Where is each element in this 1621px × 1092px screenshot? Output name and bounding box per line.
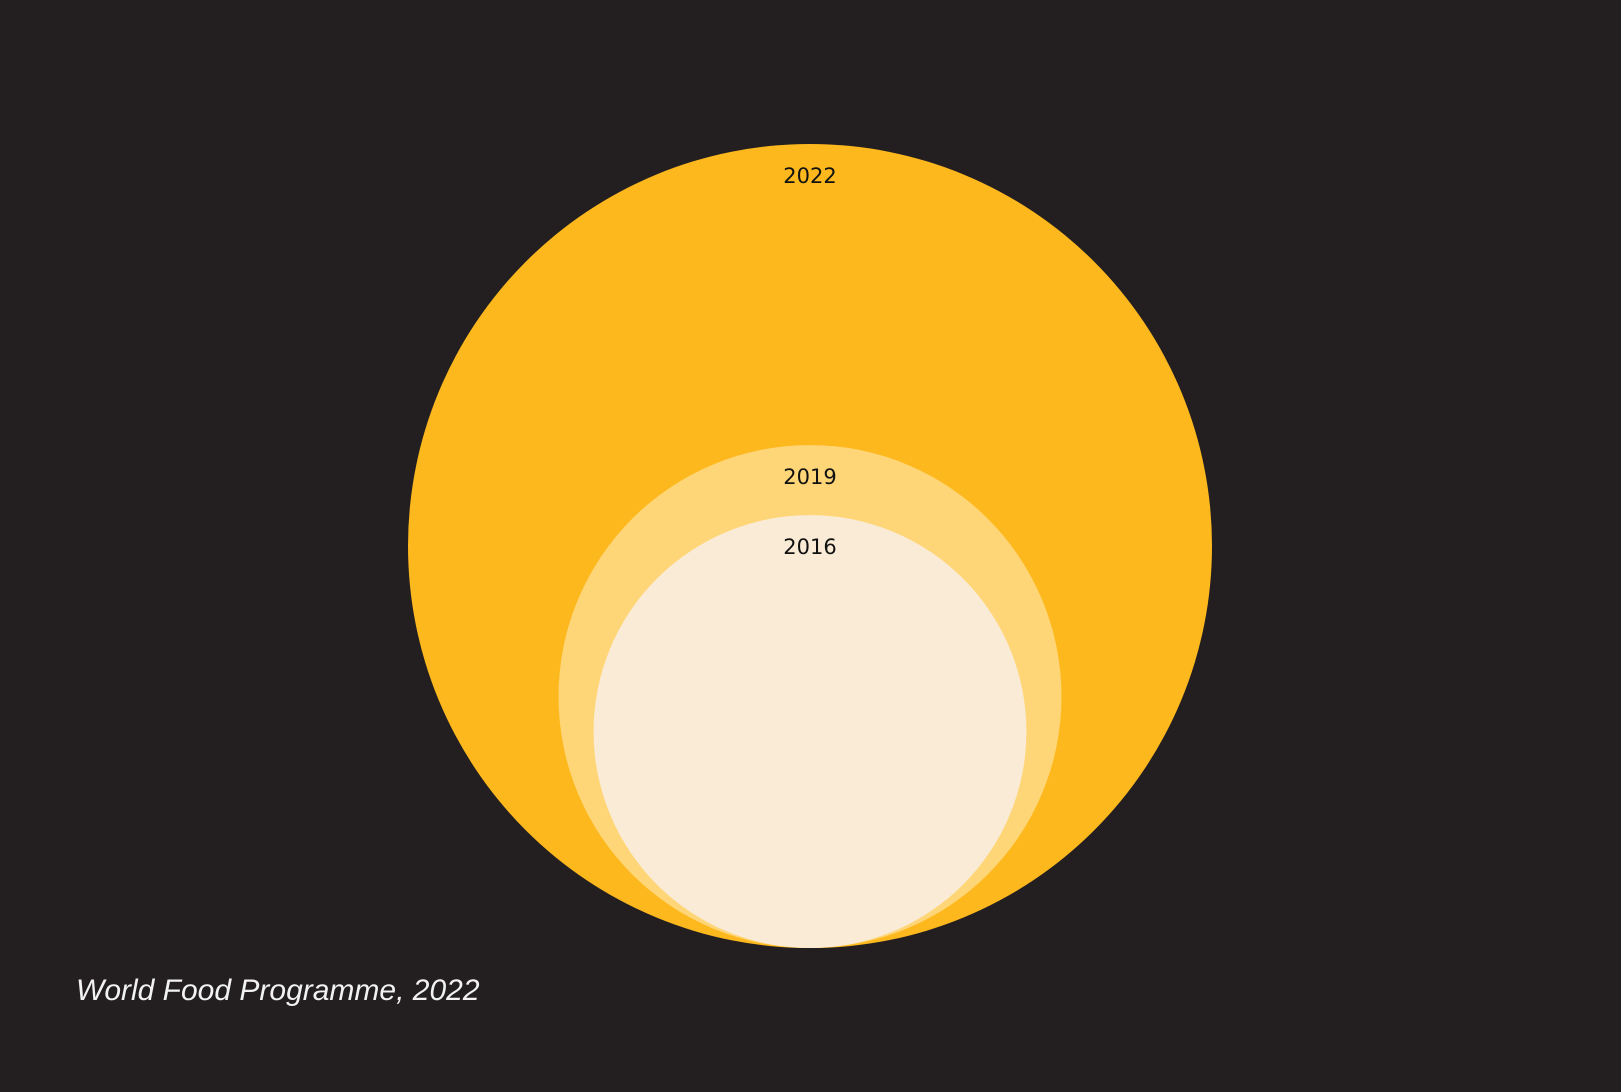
bubbles: 2022 2019 2016 [408,144,1212,948]
bubble-label: 2022 [783,164,836,188]
bubble [593,515,1027,948]
bubble-label: 2019 [783,465,836,489]
bubble-label: 2016 [783,535,836,559]
source: World Food Programme, 2022 [76,974,480,1007]
